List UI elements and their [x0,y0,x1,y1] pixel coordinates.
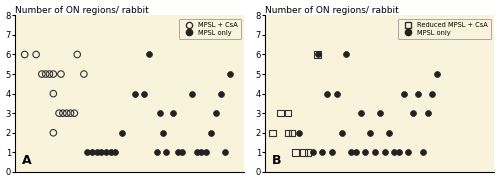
Point [159,131,167,134]
Point [169,112,177,115]
Point [314,53,322,56]
Point [328,151,336,154]
Point [409,112,417,115]
Point [178,151,186,154]
Point [46,73,54,76]
Point [50,131,58,134]
Point [400,92,407,95]
Point [352,151,360,154]
Point [292,151,300,154]
Point [66,112,74,115]
Point [376,112,384,115]
Point [192,151,200,154]
Point [162,151,170,154]
Point [140,92,148,95]
Point [284,131,292,134]
Point [32,53,40,56]
Point [309,151,317,154]
Point [226,73,234,76]
Point [130,92,138,95]
Point [212,112,220,115]
Point [198,151,205,154]
Point [314,53,322,56]
Point [88,151,96,154]
Point [42,73,50,76]
Point [62,112,70,115]
Text: B: B [272,154,281,167]
Point [356,112,364,115]
Point [338,131,345,134]
Point [152,151,160,154]
Point [50,73,58,76]
Point [50,92,58,95]
Point [284,112,292,115]
Point [333,92,341,95]
Point [318,151,326,154]
Point [156,112,164,115]
Point [38,73,46,76]
Point [70,112,78,115]
Point [83,151,91,154]
Text: Number of ON regions/ rabbit: Number of ON regions/ rabbit [15,5,149,15]
Point [362,151,370,154]
Point [118,131,126,134]
Point [216,92,224,95]
Point [97,151,105,154]
Text: Number of ON regions/ rabbit: Number of ON regions/ rabbit [265,5,399,15]
Point [390,151,398,154]
Point [207,131,215,134]
Point [428,92,436,95]
Point [371,151,379,154]
Point [294,131,302,134]
Point [202,151,210,154]
Point [404,151,412,154]
Point [380,151,388,154]
Point [102,151,110,154]
Point [73,53,81,56]
Text: A: A [22,154,32,167]
Point [57,73,65,76]
Point [268,131,276,134]
Legend: Reduced MPSL + CsA, MPSL only: Reduced MPSL + CsA, MPSL only [398,19,491,39]
Point [188,92,196,95]
Point [419,151,427,154]
Point [366,131,374,134]
Point [395,151,403,154]
Point [288,131,296,134]
Point [433,73,441,76]
Legend: MPSL + CsA, MPSL only: MPSL + CsA, MPSL only [178,19,241,39]
Point [222,151,230,154]
Point [80,73,88,76]
Point [145,53,153,56]
Point [304,151,312,154]
Point [55,112,63,115]
Point [112,151,120,154]
Point [106,151,114,154]
Point [347,151,355,154]
Point [174,151,182,154]
Point [20,53,28,56]
Point [342,53,350,56]
Point [59,112,67,115]
Point [414,92,422,95]
Point [300,151,308,154]
Point [94,151,102,154]
Point [386,131,394,134]
Point [276,112,284,115]
Point [323,92,331,95]
Point [424,112,432,115]
